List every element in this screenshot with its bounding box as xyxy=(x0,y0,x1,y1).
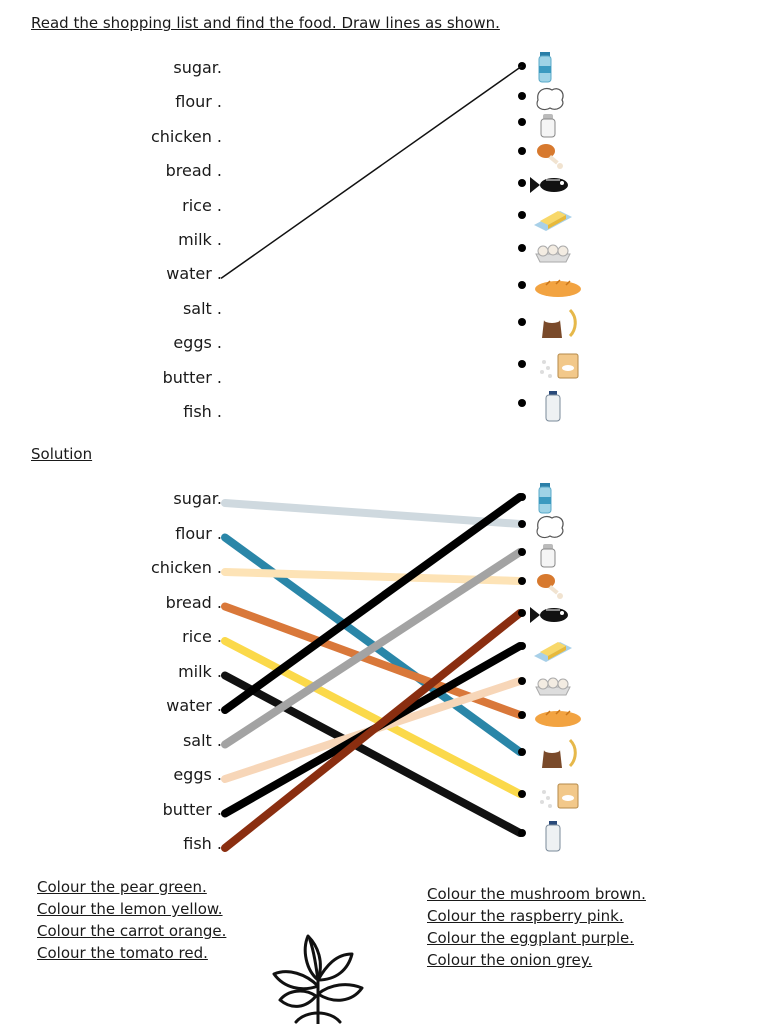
solution-line-eggs xyxy=(221,677,524,783)
solution-word-chicken: chicken . xyxy=(150,558,222,577)
eggs-icon xyxy=(530,232,586,264)
exercise-match-dot[interactable] xyxy=(518,147,526,155)
flour-bag-icon xyxy=(530,80,586,112)
solution-word-eggs: eggs . xyxy=(173,765,222,784)
solution-line-water xyxy=(221,493,524,714)
solution-line-fish xyxy=(221,609,524,852)
chicken-leg-icon xyxy=(530,565,586,599)
bread-loaf-icon xyxy=(530,269,586,301)
sugar-bag-icon xyxy=(530,736,586,768)
solution-word-milk: milk . xyxy=(178,661,222,681)
solution-match-dot[interactable] xyxy=(518,493,526,501)
solution-match-dot[interactable] xyxy=(518,711,526,719)
solution-title: Solution xyxy=(31,445,93,463)
solution-match-dot[interactable] xyxy=(518,642,526,650)
solution-word-water: water . xyxy=(166,696,222,715)
solution-word-salt: salt . xyxy=(182,730,222,750)
instructions-right: Colour the mushroom brown. Colour the ra… xyxy=(427,883,646,971)
solution-match-dot[interactable] xyxy=(518,609,526,617)
solution-line-flour xyxy=(221,533,524,756)
exercise-match-dot[interactable] xyxy=(518,360,526,368)
exercise-word-eggs: eggs . xyxy=(173,333,222,353)
solution-match-dot[interactable] xyxy=(518,548,526,556)
solution-line-bread xyxy=(221,602,524,719)
instruction-mushroom: Colour the mushroom brown. xyxy=(427,885,646,903)
water-bottle-icon xyxy=(530,481,586,514)
solution-line-milk xyxy=(221,671,524,837)
exercise-word-chicken: chicken . xyxy=(150,126,222,146)
exercise-word-butter: butter . xyxy=(162,367,222,387)
solution-line-sugar xyxy=(221,499,524,528)
exercise-match-dot[interactable] xyxy=(518,179,526,187)
exercise-word-fish: fish . xyxy=(183,402,222,421)
solution-line-rice xyxy=(221,637,524,798)
sugar-bag-icon xyxy=(530,306,586,338)
instruction-carrot: Colour the carrot orange. xyxy=(37,922,227,940)
rice-icon xyxy=(530,348,586,380)
solution-match-dot[interactable] xyxy=(518,520,526,528)
solution-match-dot[interactable] xyxy=(518,829,526,837)
exercise-match-dot[interactable] xyxy=(518,281,526,289)
example-match-line xyxy=(220,65,523,280)
rice-icon xyxy=(530,778,586,810)
solution-line-butter xyxy=(221,642,524,818)
exercise-word-sugar: sugar. xyxy=(173,58,222,77)
exercise-word-milk: milk . xyxy=(178,230,222,249)
instructions-left: Colour the pear green. Colour the lemon … xyxy=(37,876,226,964)
instruction-pear: Colour the pear green. xyxy=(37,878,207,896)
fish-icon xyxy=(530,597,586,629)
chicken-leg-icon xyxy=(530,135,586,169)
solution-match-dot[interactable] xyxy=(518,748,526,756)
instruction-lemon: Colour the lemon yellow. xyxy=(37,900,223,918)
solution-match-dot[interactable] xyxy=(518,790,526,798)
solution-word-sugar: sugar. xyxy=(173,489,222,508)
flour-bag-icon xyxy=(530,508,586,540)
water-bottle-icon xyxy=(530,50,586,83)
milk-bottle-icon xyxy=(530,817,586,852)
instruction-raspberry: Colour the raspberry pink. xyxy=(427,907,624,925)
exercise-match-dot[interactable] xyxy=(518,244,526,252)
exercise-word-salt: salt . xyxy=(182,298,222,318)
fish-icon xyxy=(530,167,586,199)
exercise-word-flour: flour . xyxy=(175,92,222,112)
salt-shaker-icon xyxy=(530,536,586,568)
exercise-match-dot[interactable] xyxy=(518,318,526,326)
exercise-match-dot[interactable] xyxy=(518,92,526,100)
exercise-match-dot[interactable] xyxy=(518,399,526,407)
solution-word-flour: flour . xyxy=(175,523,222,543)
exercise-match-dot[interactable] xyxy=(518,118,526,126)
solution-word-rice: rice . xyxy=(182,627,222,646)
solution-word-bread: bread . xyxy=(165,592,222,612)
example-line-layer xyxy=(220,62,526,407)
plant-outline-icon xyxy=(266,930,370,1026)
solution-line-salt xyxy=(221,548,524,749)
solution-word-butter: butter . xyxy=(162,799,222,819)
milk-bottle-icon xyxy=(530,387,586,422)
exercise-word-bread: bread . xyxy=(165,161,222,181)
salt-shaker-icon xyxy=(530,106,586,138)
exercise-match-dot[interactable] xyxy=(518,211,526,219)
instruction-tomato: Colour the tomato red. xyxy=(37,944,208,962)
exercise-word-rice: rice . xyxy=(182,195,222,215)
solution-word-fish: fish . xyxy=(183,834,222,853)
instruction-eggplant: Colour the eggplant purple. xyxy=(427,929,635,947)
solution-match-dot[interactable] xyxy=(518,577,526,585)
butter-icon xyxy=(530,199,586,231)
butter-icon xyxy=(530,630,586,662)
solution-match-dot[interactable] xyxy=(518,677,526,685)
exercise-word-water: water . xyxy=(166,264,222,284)
exercise-title: Read the shopping list and find the food… xyxy=(31,14,500,32)
eggs-icon xyxy=(530,665,586,697)
instruction-onion: Colour the onion grey. xyxy=(427,951,593,969)
bread-loaf-icon xyxy=(530,699,586,731)
solution-line-chicken xyxy=(221,568,524,585)
